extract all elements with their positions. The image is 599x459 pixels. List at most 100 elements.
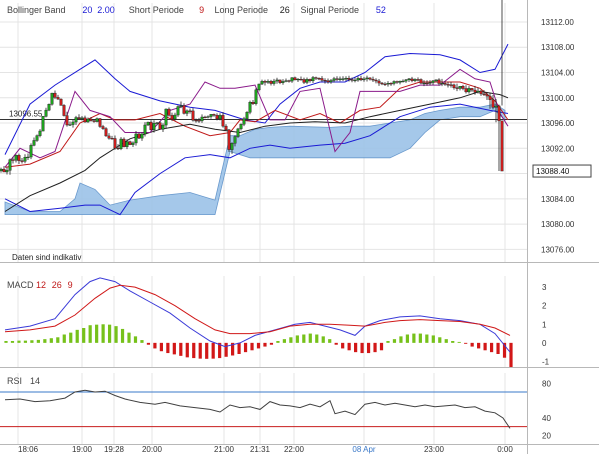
candle-body: [485, 94, 489, 97]
candle-body: [320, 78, 324, 81]
candle-body: [341, 78, 345, 80]
candle-body: [338, 78, 342, 80]
time-tick-label: 22:00: [284, 445, 305, 454]
macd-histogram-bar: [373, 342, 377, 353]
candle-body: [74, 117, 78, 123]
candle-body: [407, 78, 411, 81]
candle-body: [497, 105, 501, 122]
macd-histogram-bar: [43, 339, 47, 343]
candle-body: [38, 130, 42, 136]
macd-histogram-bar: [295, 335, 299, 343]
candle-body: [350, 79, 354, 81]
candle-body: [479, 90, 483, 95]
macd-tick-label: 1: [542, 320, 547, 329]
candle-body: [14, 155, 18, 161]
candle-body: [170, 115, 174, 120]
macd-histogram-bar: [354, 342, 358, 353]
macd-histogram-bar: [153, 342, 157, 349]
time-tick-label: 0:00: [497, 445, 513, 454]
macd-histogram-bar: [192, 342, 196, 359]
macd-histogram-bar: [347, 342, 351, 351]
indicative-note: Daten sind indikativ: [12, 253, 81, 262]
candle-body: [473, 89, 477, 93]
price-tick-label: 13080.00: [541, 220, 575, 229]
macd-line-signal: [4, 284, 511, 336]
candle-body: [362, 78, 366, 81]
macd-histogram-bar: [269, 342, 274, 345]
candle-body: [476, 90, 480, 93]
macd-histogram-bar: [127, 332, 131, 343]
grid: [0, 3, 527, 444]
time-tick-label: 19:28: [104, 445, 125, 454]
candle-body: [317, 78, 321, 80]
candle-body: [47, 103, 51, 111]
candle-body: [428, 82, 432, 84]
candle-body: [215, 115, 219, 119]
candle-body: [260, 81, 264, 85]
macd-histogram-bar: [231, 342, 235, 356]
candle-body: [386, 83, 390, 85]
macd-histogram-bar: [218, 342, 222, 359]
candle-body: [128, 141, 132, 145]
candle-body: [482, 93, 486, 95]
candle-body: [284, 80, 288, 82]
time-tick-label: 18:06: [18, 445, 39, 454]
legends: Bollinger Band 20 2.00 Short Periode 9 Long P…: [7, 5, 386, 386]
candle-body: [140, 133, 144, 139]
candle-body: [113, 138, 117, 149]
price-tick-label: 13076.00: [541, 245, 575, 254]
candle-body: [53, 92, 57, 98]
candle-body: [419, 79, 423, 84]
candle-body: [491, 99, 495, 108]
candle-body: [305, 79, 309, 83]
ichimoku-cloud: [4, 103, 506, 215]
candle-body: [125, 141, 129, 147]
candle-body: [146, 121, 150, 126]
candle-body: [464, 88, 468, 93]
candle-body: [50, 92, 54, 105]
price-tick-label: 13092.00: [541, 144, 575, 153]
candle-body: [104, 128, 108, 137]
candle-body: [410, 78, 414, 81]
macd-histogram-bar: [172, 342, 176, 355]
macd-histogram-bar: [451, 341, 455, 343]
rsi-legend-param: 14: [30, 376, 40, 386]
price-series-long-periode-3: [4, 90, 509, 212]
macd-histogram-bar: [101, 324, 105, 343]
candle-body: [302, 79, 306, 83]
legend-item-name: Short Periode: [129, 5, 184, 15]
candle-body: [62, 105, 66, 116]
candle-body: [344, 78, 348, 80]
macd-tick-label: -1: [542, 357, 550, 366]
candle-body: [80, 117, 84, 119]
candle-body: [185, 110, 189, 114]
macd-histogram-bar: [289, 337, 293, 343]
rsi-legend-name: RSI: [7, 376, 22, 386]
candle-body: [287, 80, 291, 82]
macd-histogram-bar: [366, 342, 371, 354]
macd-histogram-bar: [140, 340, 144, 343]
macd-histogram-bar: [282, 339, 286, 343]
candle-body: [281, 81, 285, 83]
macd-histogram-bar: [425, 334, 429, 343]
macd-legend-param: 12: [36, 280, 46, 290]
macd-histogram-bar: [205, 342, 209, 359]
candle-body: [275, 79, 279, 82]
macd-histogram-bar: [360, 342, 364, 354]
macd-histogram-bar: [405, 334, 410, 343]
price-tick-label: 13104.00: [541, 68, 575, 77]
macd-histogram-bar: [431, 335, 435, 343]
candle-body: [335, 78, 339, 80]
macd-histogram-bar: [302, 334, 306, 343]
macd-histogram-bar: [341, 342, 345, 349]
macd-histogram-bar: [10, 341, 15, 343]
last-price-box: [532, 164, 592, 178]
candle-body: [173, 114, 177, 120]
macd-histogram-bar: [36, 339, 40, 343]
candle-body: [251, 102, 255, 104]
candle-body: [269, 81, 273, 84]
macd-histogram-bar: [489, 342, 494, 353]
macd-histogram-bar: [250, 342, 254, 351]
candle-body: [488, 95, 492, 100]
price-series-bollinger-band-1: [4, 103, 509, 216]
